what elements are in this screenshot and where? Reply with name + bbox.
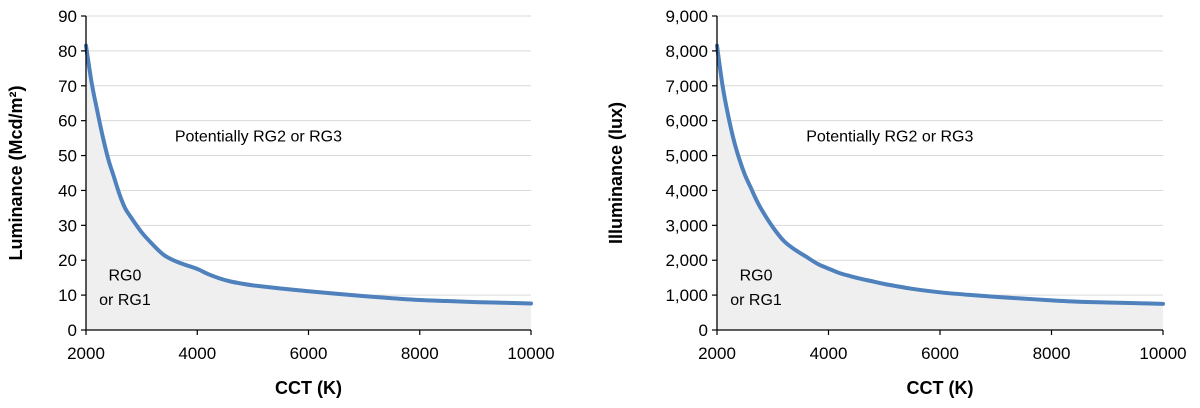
annotation-label: RG0: [740, 267, 773, 284]
series-line: [715, 43, 1165, 306]
x-tick-label: 2000: [698, 344, 736, 363]
annotation-label: RG0: [108, 267, 141, 284]
y-tick-label: 70: [58, 77, 77, 96]
x-tick-label: 2000: [67, 344, 105, 363]
safe-region-area: [717, 45, 1163, 330]
y-tick-label: 80: [58, 42, 77, 61]
y-tick-label: 30: [58, 216, 77, 235]
y-tick-label: 0: [699, 321, 708, 340]
y-tick-label: 2,000: [665, 251, 708, 270]
series-line: [84, 43, 533, 306]
x-tick-label: 4000: [810, 344, 848, 363]
chart-1: 0 10 20 30 40 50 60 70 80 90 2000 4000 6000 8000 10000…: [6, 7, 555, 398]
safe-region-area: [86, 45, 531, 330]
y-tick-label: 40: [58, 181, 77, 200]
y-tick-label: 10: [58, 286, 77, 305]
y-tick-label: 1,000: [665, 286, 708, 305]
x-axis-title: CCT (K): [907, 378, 974, 398]
y-tick-label: 60: [58, 112, 77, 131]
y-tick-label: 20: [58, 251, 77, 270]
y-tick-label: 0: [68, 321, 77, 340]
x-tick-label: 6000: [290, 344, 328, 363]
y-tick-label: 6,000: [665, 112, 708, 131]
x-tick-label: 10000: [507, 344, 554, 363]
y-tick-label: 4,000: [665, 181, 708, 200]
x-tick-label: 10000: [1139, 344, 1186, 363]
annotation-label: or RG1: [99, 292, 151, 309]
annotation-label: Potentially RG2 or RG3: [175, 129, 342, 146]
y-tick-label: 8,000: [665, 42, 708, 61]
y-tick-label: 7,000: [665, 77, 708, 96]
x-tick-label: 8000: [1033, 344, 1071, 363]
y-axis-title: Luminance (Mcd/m²): [6, 85, 26, 260]
y-tick-label: 3,000: [665, 216, 708, 235]
x-axis-title: CCT (K): [275, 378, 342, 398]
x-tick-label: 8000: [401, 344, 439, 363]
chart-2: 0 1,000 2,000 3,000 4,000 5,000 6,000 7,000 8,00…: [606, 7, 1187, 398]
y-tick-label: 50: [58, 147, 77, 166]
y-tick-label: 90: [58, 7, 77, 26]
annotation-label: or RG1: [730, 292, 782, 309]
y-axis-title: Illuminance (lux): [606, 102, 626, 244]
y-tick-label: 5,000: [665, 147, 708, 166]
x-tick-label: 6000: [921, 344, 959, 363]
y-tick-label: 9,000: [665, 7, 708, 26]
x-tick-label: 4000: [178, 344, 216, 363]
annotation-label: Potentially RG2 or RG3: [806, 129, 973, 146]
